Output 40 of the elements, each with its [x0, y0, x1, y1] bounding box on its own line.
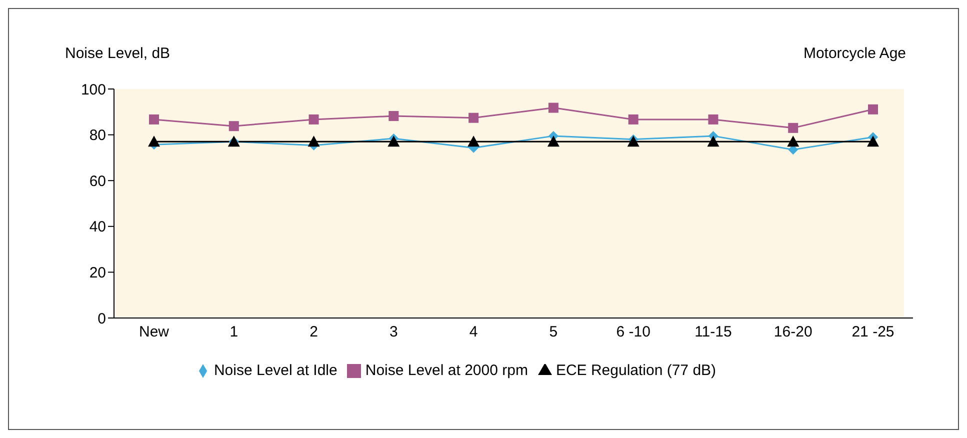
- x-tick-label: 11-15: [694, 324, 732, 341]
- legend-label: ECE Regulation (77 dB): [556, 362, 716, 379]
- y-axis-title: Noise Level, dB: [65, 45, 170, 62]
- point: [708, 114, 718, 124]
- point: [627, 136, 640, 147]
- x-axis-title: Motorcycle Age: [803, 45, 906, 62]
- x-tick-label: 6 -10: [616, 324, 650, 341]
- legend-label: Noise Level at 2000 rpm: [365, 362, 528, 379]
- point: [308, 136, 320, 147]
- point: [388, 111, 399, 122]
- point: [388, 136, 400, 147]
- legend-label: Noise Level at Idle: [214, 362, 338, 379]
- point: [547, 136, 560, 147]
- point: [707, 136, 720, 147]
- point: [148, 136, 160, 147]
- point: [548, 102, 558, 113]
- y-tick-label: 100: [80, 81, 106, 98]
- y-tick-label: 0: [98, 310, 106, 328]
- point: [788, 122, 798, 133]
- point: [628, 114, 638, 124]
- point: [787, 136, 800, 147]
- x-tick-label: 2: [310, 324, 318, 341]
- point: [468, 112, 479, 123]
- x-tick-label: New: [138, 324, 170, 341]
- point: [868, 104, 878, 114]
- x-tick-label: 1: [230, 324, 238, 341]
- point: [228, 121, 239, 132]
- y-tick-label: 80: [89, 127, 106, 144]
- point: [468, 136, 480, 147]
- x-tick-label: 21 -25: [852, 324, 894, 341]
- y-tick-label: 20: [89, 264, 106, 282]
- point: [308, 114, 319, 124]
- x-tick-label: 16-20: [774, 324, 812, 341]
- y-tick-label: 60: [89, 172, 106, 190]
- y-tick-label: 40: [89, 218, 106, 236]
- x-tick-label: 4: [469, 324, 478, 341]
- point: [867, 136, 879, 147]
- x-tick-label: 3: [389, 324, 398, 341]
- point: [149, 114, 159, 124]
- x-tick-label: 5: [549, 324, 558, 341]
